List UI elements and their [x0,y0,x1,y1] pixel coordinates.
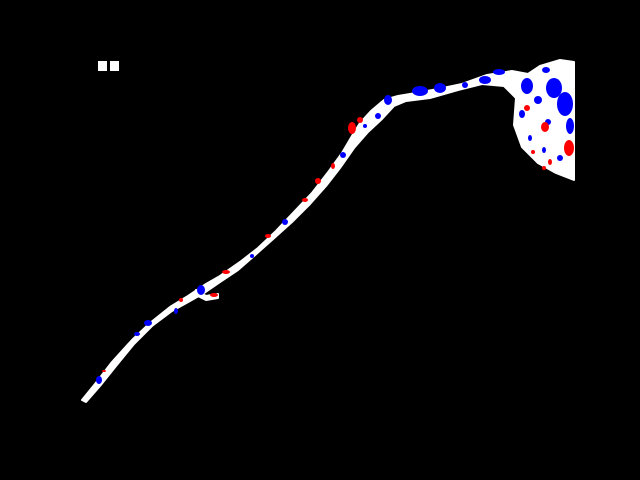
small-white-blocks-icon [98,61,119,71]
red-patches [102,105,574,372]
channel-body [81,59,575,403]
blue-patches [96,67,574,384]
